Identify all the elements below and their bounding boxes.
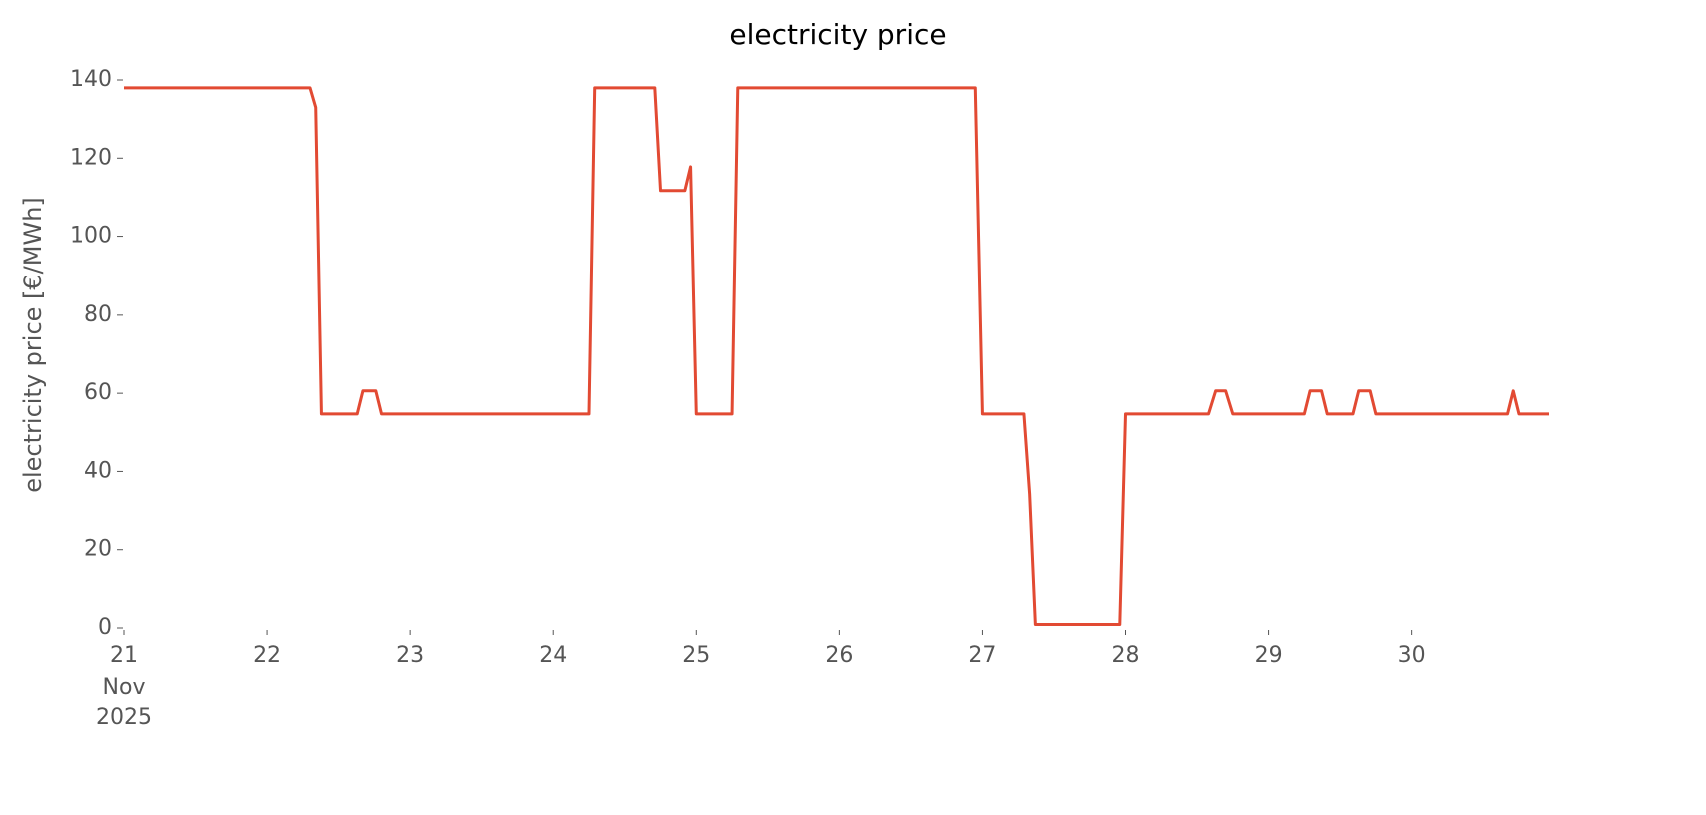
y-tick-label: 40 (84, 458, 112, 483)
y-axis-title: electricity price [€/MWh] (19, 197, 47, 493)
x-tick-label: 24 (539, 643, 567, 668)
x-tick-label: 27 (968, 643, 996, 668)
x-date-label: 2025 (96, 705, 152, 730)
x-tick-label: 22 (253, 643, 281, 668)
x-tick-label: 29 (1255, 643, 1283, 668)
y-tick-label: 80 (84, 302, 112, 327)
y-tick-label: 100 (70, 224, 112, 249)
x-tick-label: 21 (110, 643, 138, 668)
x-tick-label: 25 (682, 643, 710, 668)
x-tick-label: 23 (396, 643, 424, 668)
y-tick-label: 0 (98, 615, 112, 640)
x-tick-label: 28 (1112, 643, 1140, 668)
chart-title: electricity price (729, 18, 946, 51)
y-tick-label: 120 (70, 145, 112, 170)
y-tick-label: 140 (70, 67, 112, 92)
y-tick-label: 60 (84, 380, 112, 405)
x-tick-label: 30 (1398, 643, 1426, 668)
x-tick-label: 26 (825, 643, 853, 668)
y-tick-label: 20 (84, 537, 112, 562)
price-line (124, 86, 1549, 626)
x-date-label: Nov (103, 675, 146, 700)
